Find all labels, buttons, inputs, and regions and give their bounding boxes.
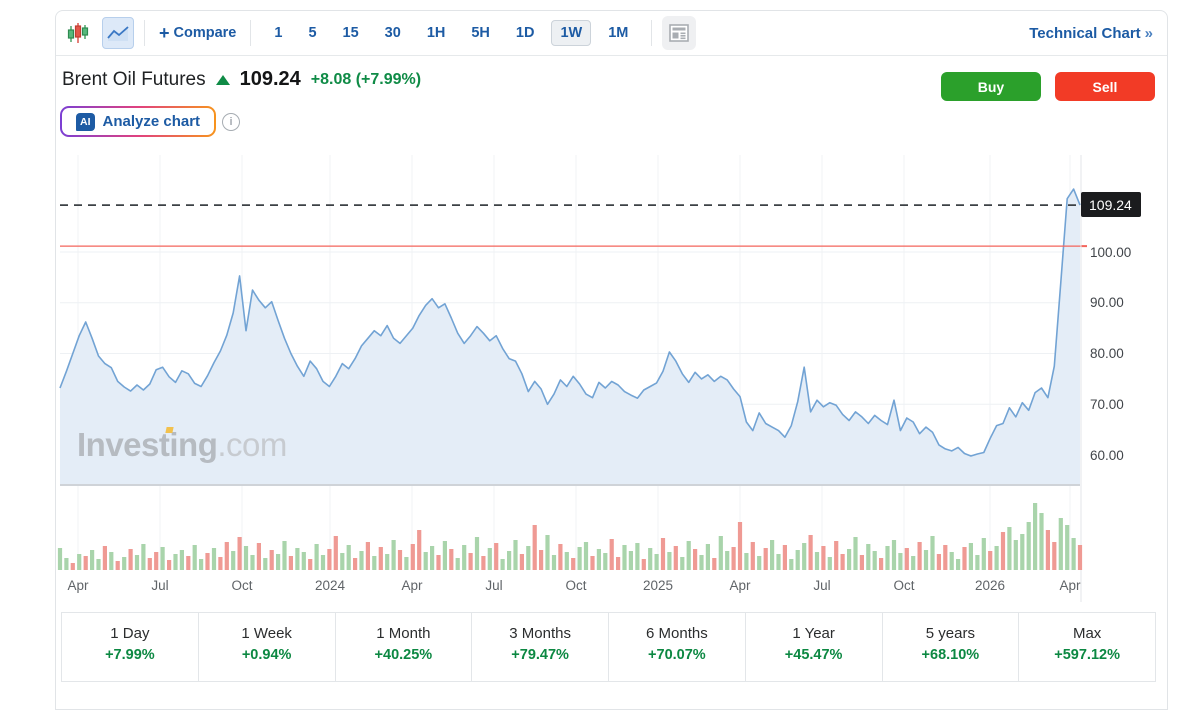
- technical-chart-label: Technical Chart: [1029, 24, 1141, 42]
- x-tick-apr: Apr: [401, 578, 423, 593]
- stat-cell-1-month[interactable]: 1 Month +40.25%: [336, 613, 473, 681]
- line-chart-icon[interactable]: [102, 17, 134, 49]
- stat-value: +45.47%: [784, 647, 843, 663]
- technical-chart-link[interactable]: Technical Chart»: [1029, 25, 1153, 42]
- stat-value: +68.10%: [921, 647, 980, 663]
- stat-cell-1-week[interactable]: 1 Week +0.94%: [199, 613, 336, 681]
- stat-label: 5 years: [925, 625, 975, 642]
- stat-value: +0.94%: [241, 647, 292, 663]
- stat-cell-3-months[interactable]: 3 Months +79.47%: [472, 613, 609, 681]
- chart-toolbar: + Compare 1 5 15 30 1H 5H 1D 1W 1M Technical Cha…: [56, 11, 1167, 56]
- analyze-chart-button[interactable]: AI Analyze chart: [60, 106, 217, 137]
- stat-value: +40.25%: [374, 647, 433, 663]
- last-price-badge: 109.24: [1081, 192, 1141, 217]
- buy-button[interactable]: Buy: [941, 72, 1041, 101]
- x-tick-apr: Apr: [67, 578, 89, 593]
- interval-button-15[interactable]: 15: [342, 25, 359, 41]
- sell-button[interactable]: Sell: [1055, 72, 1155, 101]
- toolbar-divider: [250, 20, 252, 46]
- price-chart[interactable]: [0, 0, 1192, 670]
- up-arrow-icon: [215, 74, 230, 85]
- line-chart-glyph: [107, 26, 129, 41]
- price-change: +8.08 (+7.99%): [310, 70, 422, 88]
- stat-value: +70.07%: [648, 647, 706, 663]
- interval-button-1h[interactable]: 1H: [426, 25, 446, 41]
- instrument-title: Brent Oil Futures: [62, 68, 206, 90]
- stat-label: 1 Week: [241, 625, 292, 642]
- interval-button-1[interactable]: 1: [274, 25, 283, 41]
- x-tick-apr: Apr: [1059, 578, 1081, 593]
- x-tick-oct: Oct: [893, 578, 915, 593]
- x-tick-jul: Jul: [813, 578, 831, 593]
- candlestick-chart-icon[interactable]: [62, 17, 94, 49]
- instrument-header: Brent Oil Futures 109.24 +8.08 (+7.99%): [62, 68, 421, 91]
- analyze-chart-label: Analyze chart: [102, 113, 201, 130]
- stat-value: +7.99%: [105, 647, 155, 663]
- x-tick-jul: Jul: [151, 578, 169, 593]
- candlestick-glyph: [67, 23, 89, 43]
- x-tick-2026: 2026: [974, 578, 1006, 593]
- stat-label: Max: [1072, 625, 1102, 642]
- x-tick-2025: 2025: [642, 578, 674, 593]
- interval-button-30[interactable]: 30: [384, 25, 401, 41]
- performance-stats-table: 1 Day +7.99% 1 Week +0.94% 1 Month +40.25% 3 M…: [61, 612, 1156, 682]
- stat-label: 1 Year: [792, 625, 835, 642]
- watermark-orange-dot: [165, 427, 174, 433]
- plus-icon: +: [159, 22, 170, 43]
- last-price: 109.24: [239, 68, 301, 90]
- news-glyph: [669, 24, 690, 42]
- interval-button-5h[interactable]: 5H: [471, 25, 490, 41]
- stat-cell-max[interactable]: Max +597.12%: [1019, 613, 1155, 681]
- toolbar-divider: [651, 20, 653, 46]
- stat-cell-5-years[interactable]: 5 years +68.10%: [883, 613, 1020, 681]
- investing-watermark: Investing.com: [77, 426, 287, 464]
- x-tick-oct: Oct: [231, 578, 253, 593]
- watermark-brand: Investing: [77, 426, 218, 463]
- interval-button-5[interactable]: 5: [308, 25, 317, 41]
- y-tick-90: 90.00: [1090, 295, 1124, 311]
- stat-label: 3 Months: [509, 625, 571, 642]
- compare-button[interactable]: + Compare: [155, 23, 240, 44]
- y-tick-60: 60.00: [1090, 447, 1124, 463]
- x-tick-jul: Jul: [485, 578, 503, 593]
- analyze-chart-inner: AI Analyze chart: [62, 108, 215, 135]
- ai-badge-icon: AI: [76, 112, 95, 131]
- chevron-right-icon: »: [1144, 24, 1153, 42]
- y-tick-100: 100.00: [1090, 244, 1132, 260]
- stat-label: 1 Month: [376, 625, 431, 642]
- info-icon[interactable]: i: [222, 113, 240, 131]
- stat-value: +79.47%: [511, 647, 569, 663]
- stat-cell-1-day[interactable]: 1 Day +7.99%: [62, 613, 199, 681]
- interval-button-1w[interactable]: 1W: [551, 20, 592, 46]
- compare-label: Compare: [173, 25, 237, 41]
- y-tick-80: 80.00: [1090, 346, 1124, 361]
- stat-cell-1-year[interactable]: 1 Year +45.47%: [746, 613, 883, 681]
- y-tick-70: 70.00: [1090, 396, 1124, 412]
- interval-button-1d[interactable]: 1D: [515, 25, 535, 41]
- interval-button-1m[interactable]: 1M: [608, 25, 629, 41]
- watermark-tld: .com: [217, 426, 287, 463]
- stat-label: 1 Day: [110, 625, 150, 642]
- news-panel-icon[interactable]: [662, 16, 697, 50]
- stat-cell-6-months[interactable]: 6 Months +70.07%: [609, 613, 746, 681]
- interval-buttons: 1 5 15 30 1H 5H 1D 1W 1M: [265, 20, 637, 46]
- stat-value: +597.12%: [1054, 647, 1120, 663]
- toolbar-divider: [144, 20, 145, 46]
- x-tick-oct: Oct: [565, 578, 587, 593]
- x-tick-2024: 2024: [314, 578, 346, 593]
- stat-label: 6 Months: [646, 625, 708, 642]
- x-tick-apr: Apr: [729, 578, 751, 593]
